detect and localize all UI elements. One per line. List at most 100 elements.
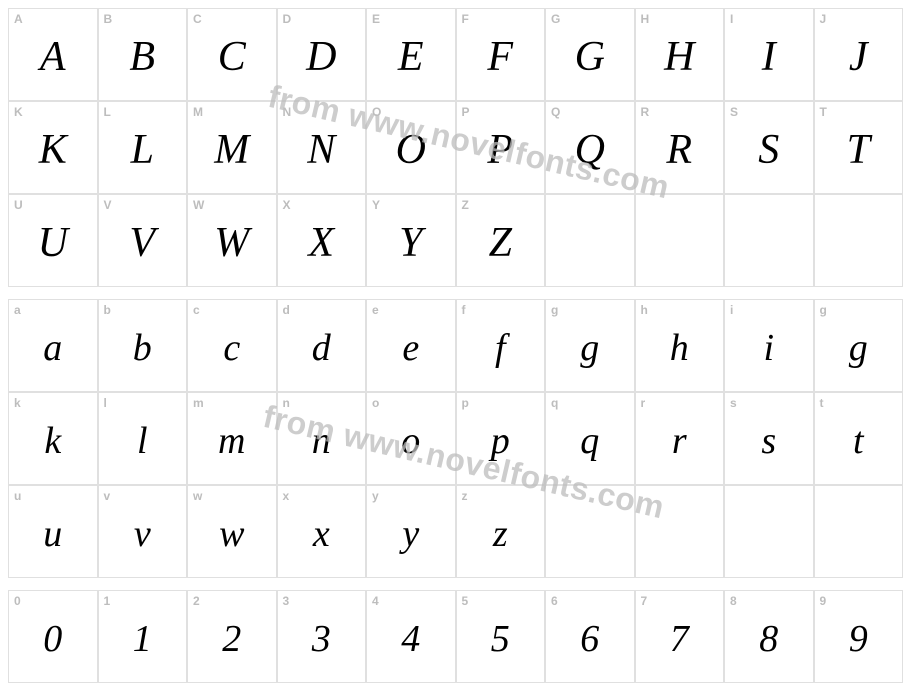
glyph-cell: QQ — [545, 101, 635, 194]
key-label: Y — [372, 198, 380, 212]
glyph-row: aabbccddeeffgghhiigg — [8, 299, 903, 392]
glyph-cell: ll — [98, 392, 188, 485]
glyph: n — [312, 421, 331, 459]
glyph: o — [401, 421, 420, 459]
glyph-cell: GG — [545, 8, 635, 101]
key-label: b — [104, 303, 111, 317]
glyph-cell: YY — [366, 194, 456, 287]
key-label: o — [372, 396, 379, 410]
empty-cell — [545, 485, 635, 578]
key-label: L — [104, 105, 111, 119]
glyph-cell: CC — [187, 8, 277, 101]
glyph: E — [398, 36, 424, 78]
glyph-cell: EE — [366, 8, 456, 101]
glyph-cell: yy — [366, 485, 456, 578]
key-label: B — [104, 12, 113, 26]
glyph-cell: II — [724, 8, 814, 101]
key-label: E — [372, 12, 380, 26]
key-label: 3 — [283, 594, 290, 608]
glyph-cell: MM — [187, 101, 277, 194]
empty-cell — [635, 194, 725, 287]
key-label: w — [193, 489, 202, 503]
glyph: J — [849, 36, 868, 78]
key-label: V — [104, 198, 112, 212]
glyph: p — [491, 421, 510, 459]
glyph-cell: dd — [277, 299, 367, 392]
empty-cell — [814, 485, 904, 578]
glyph: 8 — [759, 619, 778, 657]
key-label: u — [14, 489, 21, 503]
key-label: W — [193, 198, 204, 212]
glyph-cell: vv — [98, 485, 188, 578]
glyph-cell: WW — [187, 194, 277, 287]
key-label: Z — [462, 198, 469, 212]
glyph-cell: TT — [814, 101, 904, 194]
key-label: a — [14, 303, 21, 317]
key-label: 1 — [104, 594, 111, 608]
glyph-cell: zz — [456, 485, 546, 578]
glyph: V — [129, 222, 155, 264]
key-label: e — [372, 303, 379, 317]
glyph: C — [218, 36, 246, 78]
glyph-cell: 88 — [724, 590, 814, 683]
glyph: L — [131, 129, 154, 171]
glyph: G — [575, 36, 605, 78]
glyph: l — [137, 421, 148, 459]
glyph: q — [580, 421, 599, 459]
key-label: K — [14, 105, 23, 119]
glyph: 7 — [670, 619, 689, 657]
glyph: N — [307, 129, 335, 171]
glyph-cell: ZZ — [456, 194, 546, 287]
key-label: 2 — [193, 594, 200, 608]
key-label: q — [551, 396, 558, 410]
glyph: K — [39, 129, 67, 171]
glyph: H — [664, 36, 694, 78]
glyph-cell: BB — [98, 8, 188, 101]
glyph-cell: UU — [8, 194, 98, 287]
key-label: 4 — [372, 594, 379, 608]
key-label: s — [730, 396, 737, 410]
glyph: y — [402, 514, 419, 552]
key-label: X — [283, 198, 291, 212]
glyph-cell: xx — [277, 485, 367, 578]
glyph-cell: nn — [277, 392, 367, 485]
key-label: p — [462, 396, 469, 410]
key-label: I — [730, 12, 733, 26]
key-label: x — [283, 489, 290, 503]
key-label: c — [193, 303, 200, 317]
glyph: D — [306, 36, 336, 78]
glyph: O — [396, 129, 426, 171]
glyph-cell: cc — [187, 299, 277, 392]
key-label: m — [193, 396, 204, 410]
glyph: A — [40, 36, 66, 78]
key-label: O — [372, 105, 381, 119]
glyph: Z — [489, 222, 512, 264]
glyph: u — [43, 514, 62, 552]
glyph: k — [44, 421, 61, 459]
key-label: h — [641, 303, 648, 317]
glyph-cell: KK — [8, 101, 98, 194]
glyph: 1 — [133, 619, 152, 657]
glyph: r — [672, 421, 687, 459]
key-label: Q — [551, 105, 560, 119]
key-label: v — [104, 489, 111, 503]
glyph-cell: AA — [8, 8, 98, 101]
font-character-map: AABBCCDDEEFFGGHHIIJJKKLLMMNNOOPPQQRRSSTT… — [8, 8, 903, 683]
glyph-cell: OO — [366, 101, 456, 194]
key-label: M — [193, 105, 203, 119]
key-label: H — [641, 12, 650, 26]
empty-cell — [724, 194, 814, 287]
glyph-cell: bb — [98, 299, 188, 392]
glyph-cell: aa — [8, 299, 98, 392]
key-label: 0 — [14, 594, 21, 608]
glyph: a — [43, 328, 62, 366]
key-label: A — [14, 12, 23, 26]
glyph: T — [847, 129, 870, 171]
glyph-cell: DD — [277, 8, 367, 101]
glyph-cell: HH — [635, 8, 725, 101]
glyph: v — [134, 514, 151, 552]
glyph-row: AABBCCDDEEFFGGHHIIJJ — [8, 8, 903, 101]
section-gap — [8, 287, 903, 299]
glyph: M — [214, 129, 249, 171]
glyph: c — [223, 328, 240, 366]
